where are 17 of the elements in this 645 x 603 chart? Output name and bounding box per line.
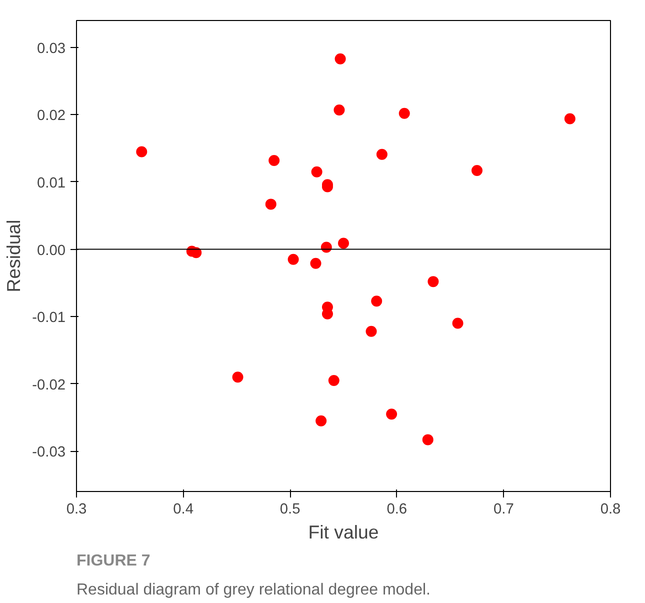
y-tick-label: 0.01 xyxy=(36,175,66,192)
y-tick-label: 0.03 xyxy=(36,40,66,57)
text: Residual diagram of grey relational degree model. xyxy=(76,582,430,598)
text: FIGURE 7 xyxy=(76,552,150,570)
y-tick-label: 0.00 xyxy=(36,242,66,259)
y-tick-label: -0.02 xyxy=(32,377,66,394)
y-tick-label: -0.01 xyxy=(32,310,66,326)
x-tick-label: 0.8 xyxy=(600,502,621,518)
x-tick-label: 0.6 xyxy=(386,502,408,518)
x-tick-label: 0.3 xyxy=(66,502,87,518)
y-axis-title: Residual xyxy=(3,220,24,292)
x-axis-title: Fit value xyxy=(308,522,379,542)
x-tick-label: 0.4 xyxy=(173,502,194,518)
x-tick-label: 0.5 xyxy=(280,502,300,518)
y-tick-label: -0.03 xyxy=(32,444,66,461)
y-tick-label: 0.02 xyxy=(36,108,66,124)
x-tick-label: 0.7 xyxy=(494,502,514,518)
